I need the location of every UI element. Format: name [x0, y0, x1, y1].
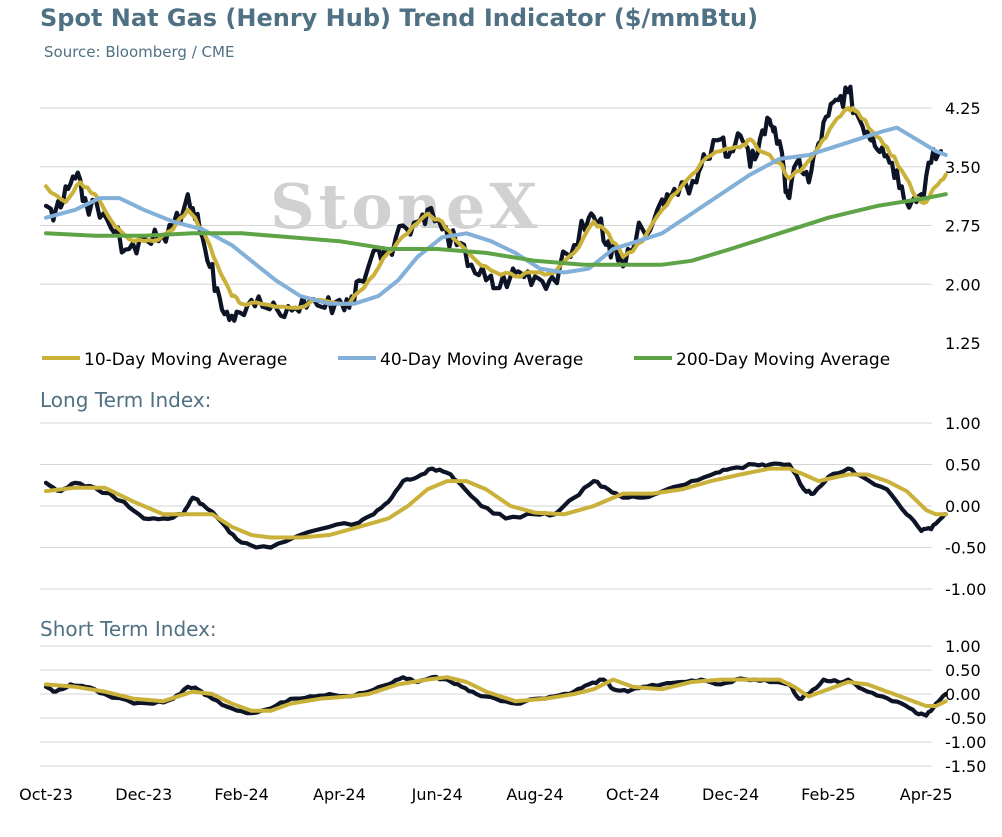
x-tick-label: Dec-23	[115, 785, 172, 804]
short-y-tick-label: -1.50	[945, 757, 986, 776]
legend-entry: 200-Day Moving Average	[676, 350, 890, 370]
short-series-line-1	[44, 675, 948, 713]
x-tick-label: Dec-24	[702, 785, 759, 804]
chart-subtitle: Source: Bloomberg / CME	[44, 43, 235, 61]
short-panel-title: Short Term Index:	[40, 617, 217, 641]
long-y-tick-label: 0.50	[945, 456, 981, 475]
short-y-tick-label: 0.50	[945, 661, 981, 680]
chart-title: Spot Nat Gas (Henry Hub) Trend Indicator…	[40, 4, 759, 32]
long-y-tick-label: -1.00	[945, 580, 986, 599]
price-y-tick-label: 2.75	[945, 217, 981, 236]
legend-entry: 40-Day Moving Average	[380, 350, 583, 370]
long-series-line-0	[43, 461, 948, 550]
x-tick-label: Oct-23	[19, 785, 73, 804]
long-y-tick-label: 0.00	[945, 497, 981, 516]
short-y-tick-label: 1.00	[945, 637, 981, 656]
x-tick-label: Feb-24	[214, 785, 268, 804]
x-tick-label: Jun-24	[411, 785, 463, 804]
short-y-tick-label: -1.00	[945, 733, 986, 752]
price-y-tick-label: 1.25	[945, 334, 981, 353]
price-y-tick-label: 2.00	[945, 275, 981, 294]
x-tick-label: Oct-24	[606, 785, 660, 804]
x-tick-label: Apr-24	[313, 785, 366, 804]
long-y-tick-label: -0.50	[945, 539, 986, 558]
price-y-tick-label: 3.50	[945, 158, 981, 177]
stonex-watermark: StoneX	[270, 170, 541, 243]
x-tick-label: Apr-25	[900, 785, 953, 804]
short-y-tick-label: 0.00	[945, 685, 981, 704]
price-y-tick-label: 4.25	[945, 99, 981, 118]
price-series-line-3	[44, 192, 948, 267]
short-y-tick-label: -0.50	[945, 709, 986, 728]
x-tick-label: Feb-25	[801, 785, 855, 804]
x-tick-label: Aug-24	[506, 785, 563, 804]
legend-entry: 10-Day Moving Average	[84, 350, 287, 370]
long-panel-title: Long Term Index:	[40, 388, 211, 412]
long-series-line-1	[44, 466, 948, 540]
long-y-tick-label: 1.00	[945, 414, 981, 433]
